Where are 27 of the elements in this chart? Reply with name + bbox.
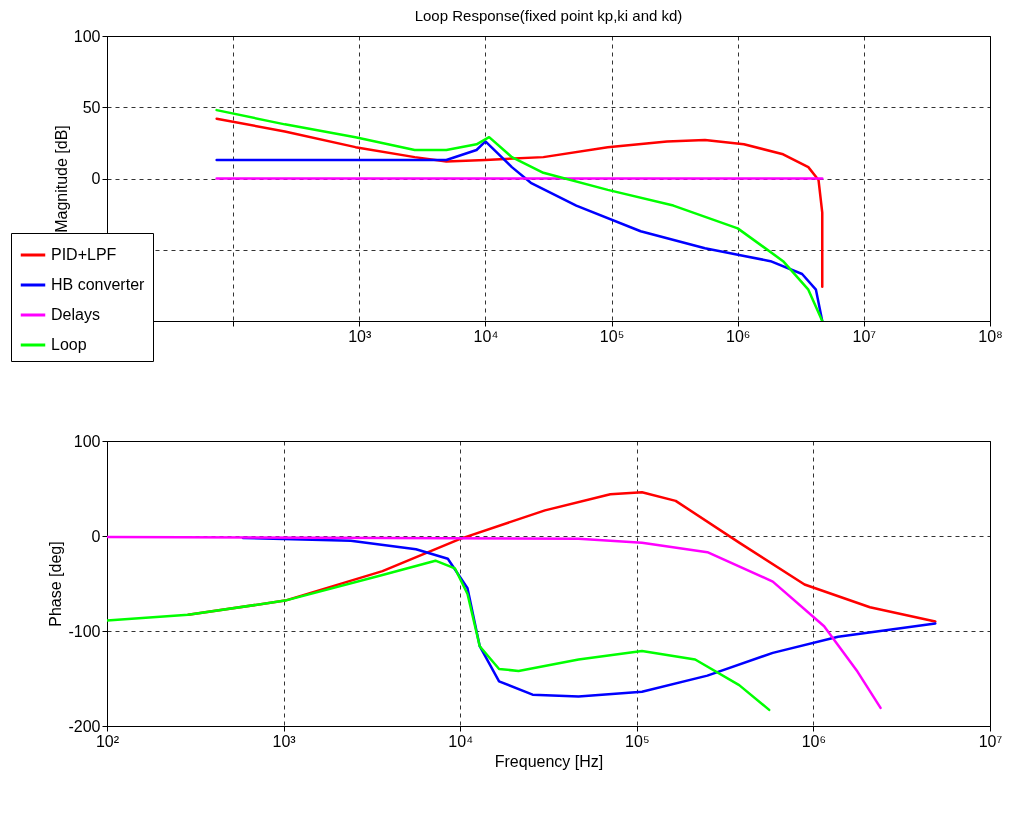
y-tick-label: 0 [91,170,101,187]
legend-label: HB converter [51,276,146,293]
y-tick-label: 50 [82,98,101,116]
y-tick-label: 0 [91,527,101,545]
x-tick-label: 10⁴ [448,732,474,750]
chart-title: Loop Response(fixed point kp,ki and kd) [414,7,683,24]
x-tick-label: 10⁴ [473,327,499,345]
y-axis-title: Phase [deg] [47,541,65,627]
y-axis-title: Magnitude [dB] [52,125,70,233]
x-tick-label: 10⁸ [978,327,1003,345]
y-tick-label: -100 [68,622,101,640]
legend-label: Delays [51,306,100,323]
x-tick-label: 10³ [272,732,297,750]
legend-label: PID+LPF [51,246,117,263]
legend-label: Loop [51,336,87,353]
x-tick-label: 10² [95,732,120,750]
x-tick-label: 10⁵ [625,732,650,750]
x-tick-label: 10⁶ [801,732,827,750]
x-tick-label: 10⁶ [726,327,751,345]
x-tick-label: 10⁵ [599,327,625,345]
y-tick-label: 100 [73,27,101,45]
x-tick-label: 10³ [348,327,373,345]
x-tick-label: 10⁷ [978,732,1003,750]
x-axis-title: Frequency [Hz] [494,752,604,770]
y-tick-label: 100 [73,432,101,450]
y-tick-label: -200 [68,717,101,735]
x-tick-label: 10⁷ [852,327,877,345]
